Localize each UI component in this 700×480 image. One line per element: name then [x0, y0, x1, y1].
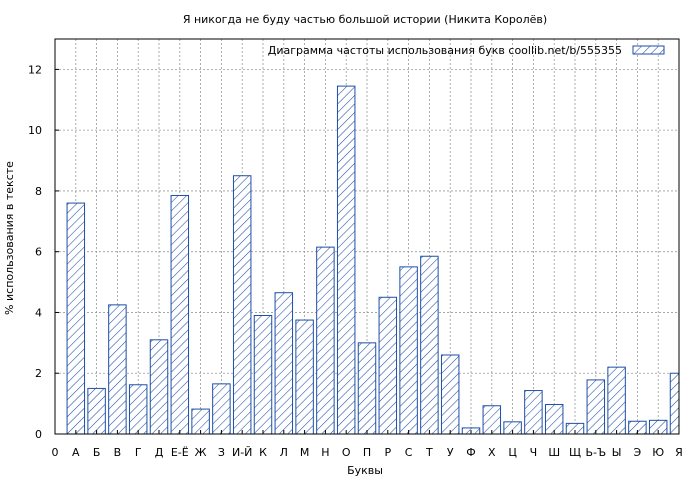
bar-Л [274, 292, 294, 435]
bar-Б [87, 387, 106, 435]
x-tick-label: Щ [569, 446, 581, 459]
legend-swatch [632, 45, 665, 55]
bar-Г [128, 384, 148, 435]
bar-З [212, 383, 231, 435]
bar-Д [149, 339, 169, 435]
x-tick-label: Я [675, 446, 683, 459]
y-tick-label: 2 [35, 367, 42, 380]
x-tick-label: Л [280, 446, 288, 459]
x-tick-label: Ю [652, 446, 664, 459]
x-tick-label: А [72, 446, 80, 459]
x-tick-label: 0 [52, 446, 59, 459]
bar-И-Й [232, 175, 252, 435]
x-tick-label: П [363, 446, 371, 459]
x-tick-label: Т [425, 446, 433, 459]
x-tick-label: Ы [612, 446, 622, 459]
x-tick-label: Е-Ё [171, 446, 189, 459]
bar-М [295, 319, 314, 435]
bar-Т [420, 255, 439, 435]
x-tick-label: С [405, 446, 413, 459]
x-tick-label: В [114, 446, 122, 459]
x-tick-label: Ш [548, 446, 560, 459]
x-tick-label: Э [634, 446, 642, 459]
x-tick-label: К [259, 446, 267, 459]
y-tick-label: 12 [28, 63, 42, 76]
y-tick-label: 6 [35, 246, 42, 259]
x-tick-label: М [300, 446, 310, 459]
chart-title: Я никогда не буду частью большой истории… [183, 13, 547, 26]
bars [66, 85, 680, 435]
x-tick-label: З [218, 446, 225, 459]
x-axis-label: Буквы [347, 464, 383, 477]
y-tick-label: 10 [28, 124, 42, 137]
bar-Ч [524, 390, 543, 435]
x-tick-label: Н [321, 446, 329, 459]
bar-К [253, 315, 273, 435]
bar-Ы [607, 366, 626, 435]
x-tick-label: Д [155, 446, 164, 459]
bar-Р [378, 296, 398, 435]
bar-Х [482, 405, 502, 435]
bar-А [66, 202, 86, 435]
y-tick-label: 8 [35, 185, 42, 198]
bar-В [108, 304, 127, 435]
x-tick-label: Х [488, 446, 496, 459]
x-tick-label: Г [135, 446, 142, 459]
x-tick-label: У [447, 446, 454, 459]
bar-Н [316, 246, 335, 435]
y-axis-label: % использования в тексте [3, 161, 16, 315]
bar-Я [669, 372, 680, 435]
bar-С [399, 266, 418, 435]
bar-П [357, 342, 377, 435]
bar-У [440, 354, 460, 435]
x-tick-label: Б [93, 446, 101, 459]
x-tick-label: Р [384, 446, 391, 459]
x-tick-label: Ц [508, 446, 517, 459]
legend-label: Диаграмма частоты использования букв coo… [268, 44, 622, 57]
x-tick-label: И-Й [232, 446, 252, 459]
y-tick-label: 4 [35, 306, 42, 319]
x-tick-label: Ж [195, 446, 207, 459]
x-tick-label: О [342, 446, 351, 459]
bar-Е-Ё [170, 194, 190, 435]
x-tick-label: Ь-Ъ [585, 446, 606, 459]
bar-Ш [544, 404, 564, 435]
bar-Ь-Ъ [586, 379, 606, 435]
x-tick-label: Ф [466, 446, 475, 459]
y-tick-label: 0 [35, 428, 42, 441]
legend: Диаграмма частоты использования букв coo… [268, 44, 665, 57]
bar-О [336, 85, 356, 435]
x-tick-label: Ч [530, 446, 538, 459]
